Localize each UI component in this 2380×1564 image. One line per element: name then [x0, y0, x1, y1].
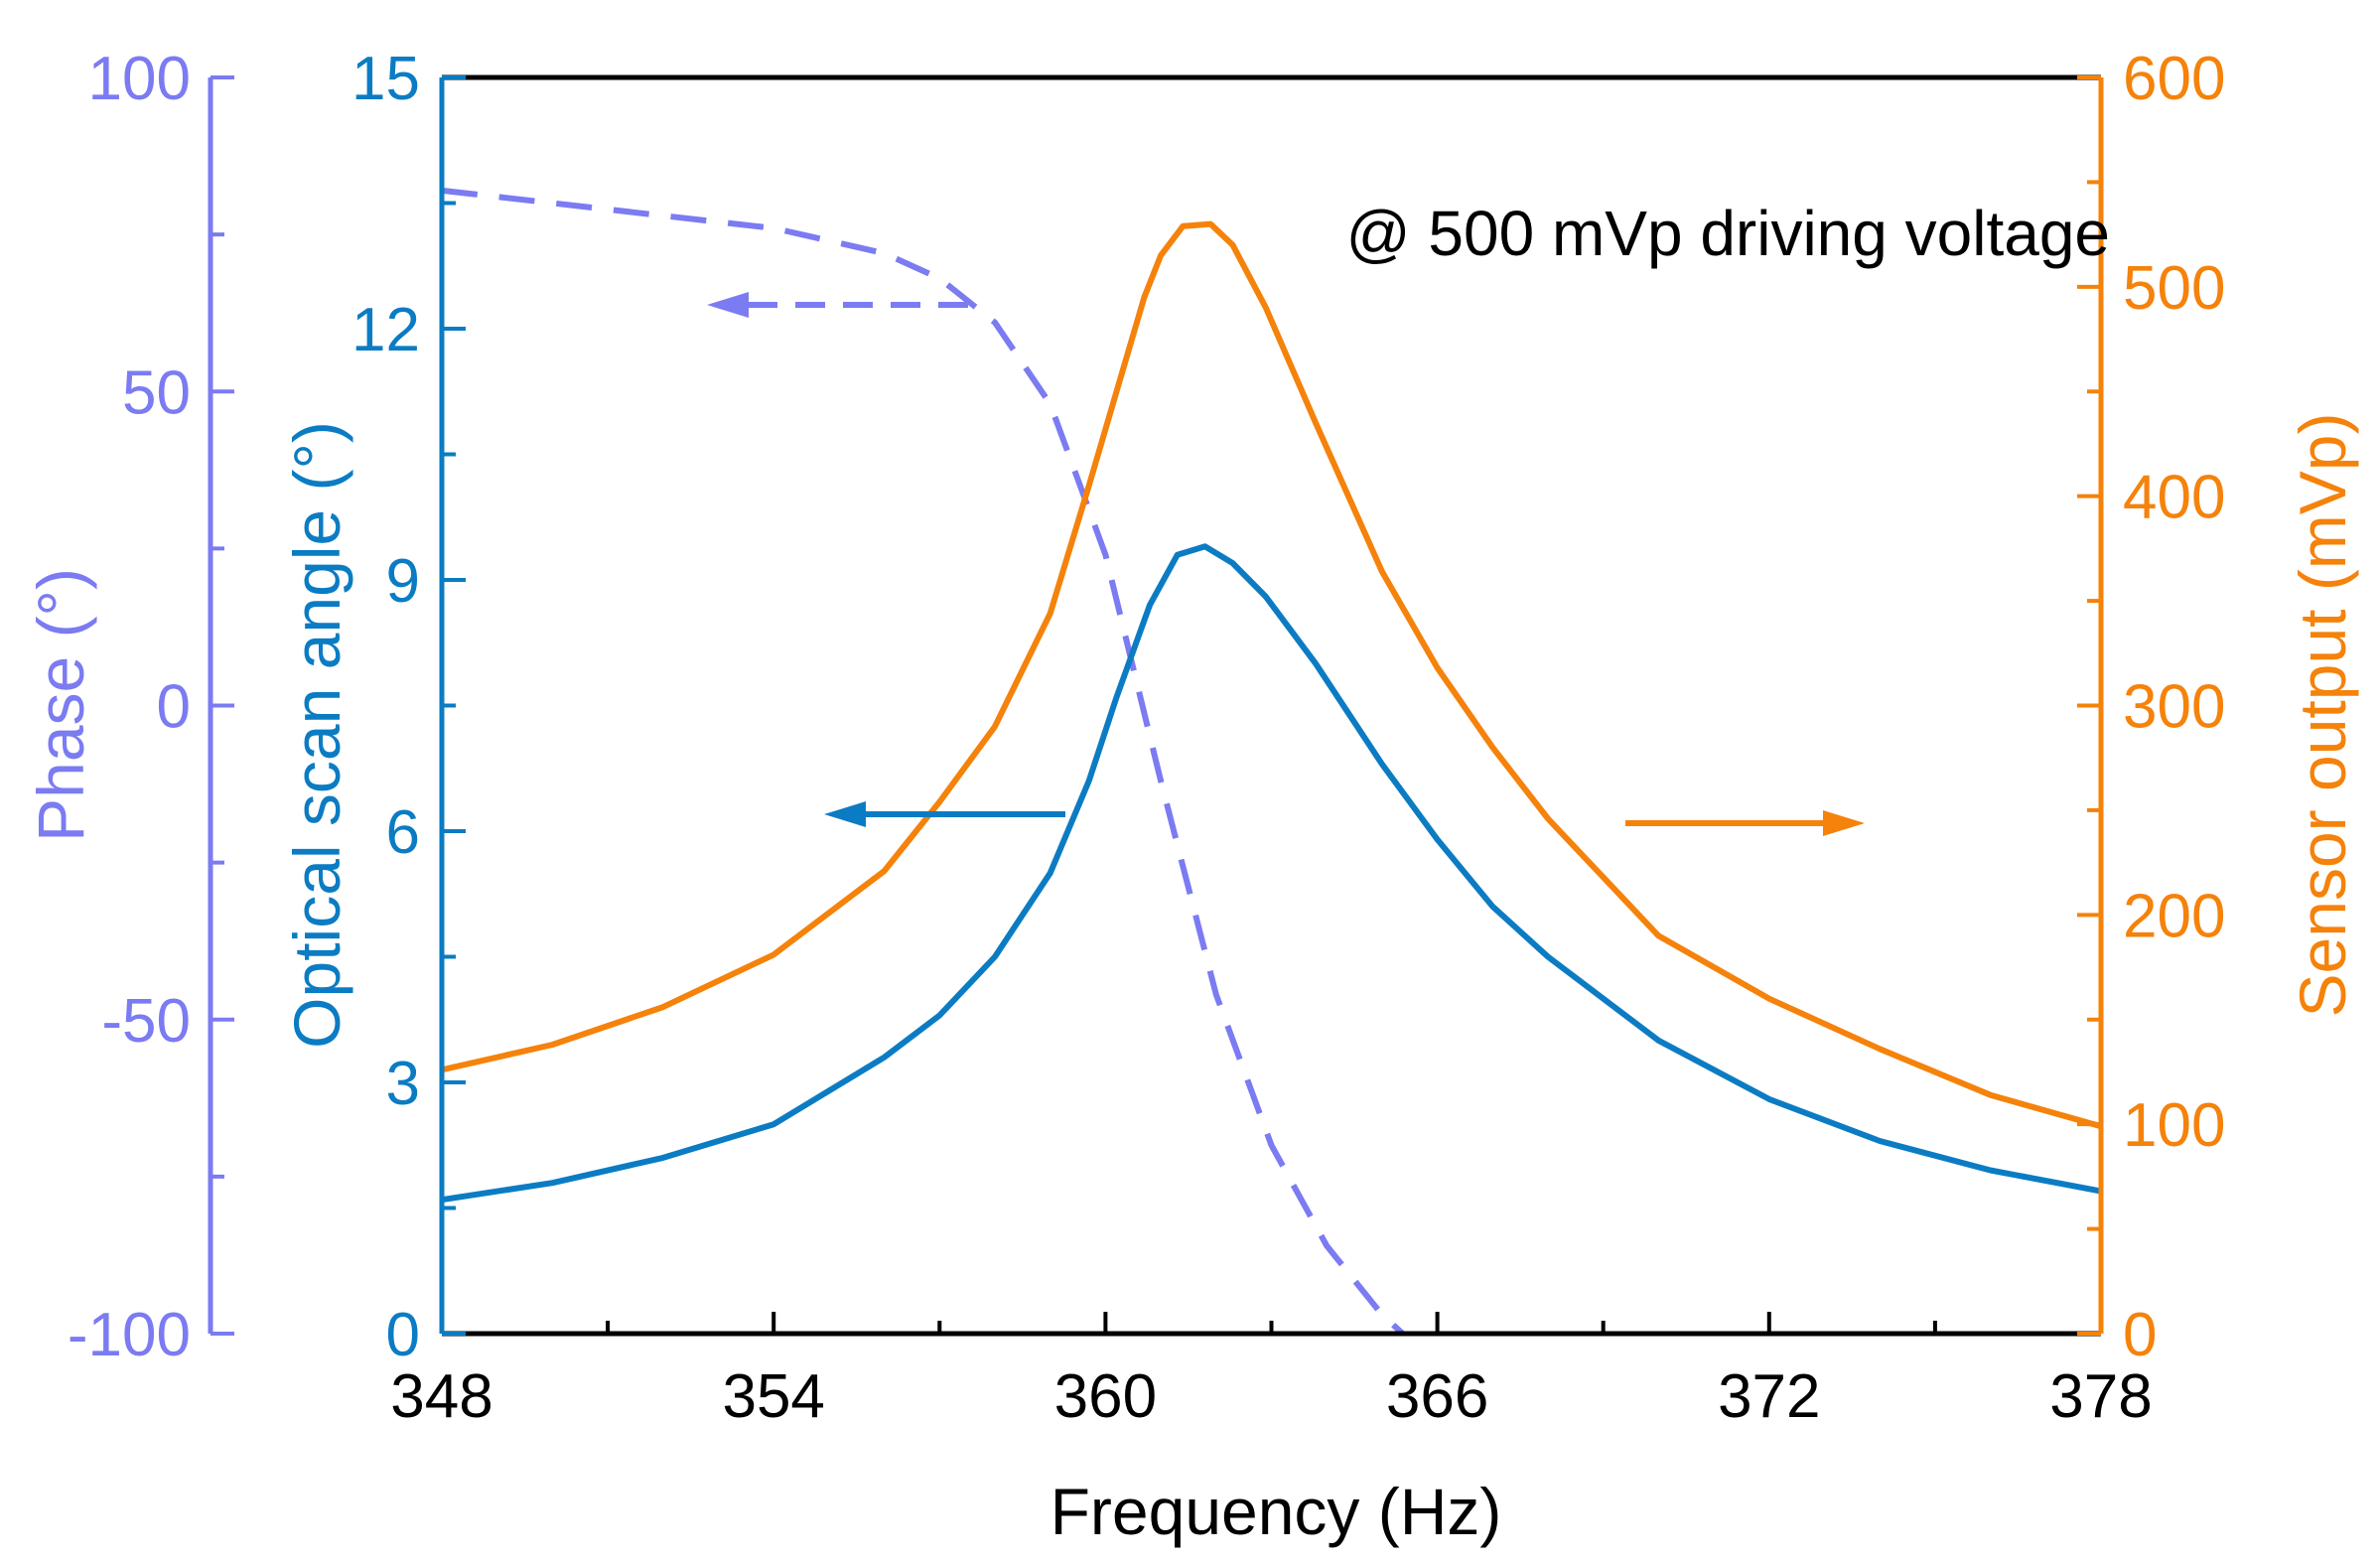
x-axis-title: Frequency (Hz)	[1050, 1475, 1502, 1548]
x-tick-label: 354	[722, 1362, 824, 1431]
angle-tick-label: 3	[386, 1050, 420, 1118]
sensor-tick-label: 500	[2123, 254, 2225, 323]
phase-series-line	[442, 187, 1410, 1336]
sensor-arrow-head	[1823, 810, 1865, 836]
angle-series-line	[442, 543, 2101, 1204]
phase-tick-label: 100	[88, 45, 191, 113]
direction-arrows	[707, 292, 1865, 836]
sensor-tick-label: 400	[2123, 464, 2225, 532]
x-tick-label: 366	[1386, 1362, 1488, 1431]
phase-tick-label: 50	[122, 358, 191, 427]
x-tick-label: 348	[390, 1362, 492, 1431]
angle-tick-label: 9	[386, 547, 420, 616]
axis-labels: Frequency (Hz) Phase (°) Optical scan an…	[24, 198, 2359, 1548]
angle-tick-label: 12	[351, 296, 420, 364]
angle-axis-title: Optical scan angle (°)	[280, 421, 353, 1049]
phase-arrow-head	[707, 292, 749, 318]
phase-axis-title: Phase (°)	[24, 568, 97, 842]
x-tick-label: 360	[1054, 1362, 1157, 1431]
angle-tick-label: 0	[386, 1301, 420, 1369]
sensor-tick-label: 100	[2123, 1091, 2225, 1160]
sensor-series-line	[442, 220, 2101, 1130]
sensor-tick-label: 0	[2123, 1301, 2157, 1369]
sensor-tick-label: 200	[2123, 882, 2225, 950]
x-tick-label: 372	[1718, 1362, 1820, 1431]
x-tick-label: 378	[2049, 1362, 2152, 1431]
sensor-tick-label: 600	[2123, 45, 2225, 113]
series-layer	[442, 187, 2101, 1336]
driving-voltage-annotation: @ 500 mVp driving voltage	[1346, 198, 2110, 269]
phase-tick-label: -100	[68, 1301, 191, 1369]
sensor-tick-label: 300	[2123, 673, 2225, 742]
axes: 348 354 360 366 372 378 -100 -50 0 50 100 0 3 6 9 12 15 0…	[68, 45, 2226, 1431]
sensor-axis-title: Sensor output (mVp)	[2286, 413, 2359, 1018]
angle-arrow-head	[824, 801, 866, 827]
angle-tick-label: 15	[351, 45, 420, 113]
phase-tick-label: 0	[157, 673, 191, 742]
angle-tick-label: 6	[386, 798, 420, 867]
phase-tick-label: -50	[101, 987, 191, 1056]
